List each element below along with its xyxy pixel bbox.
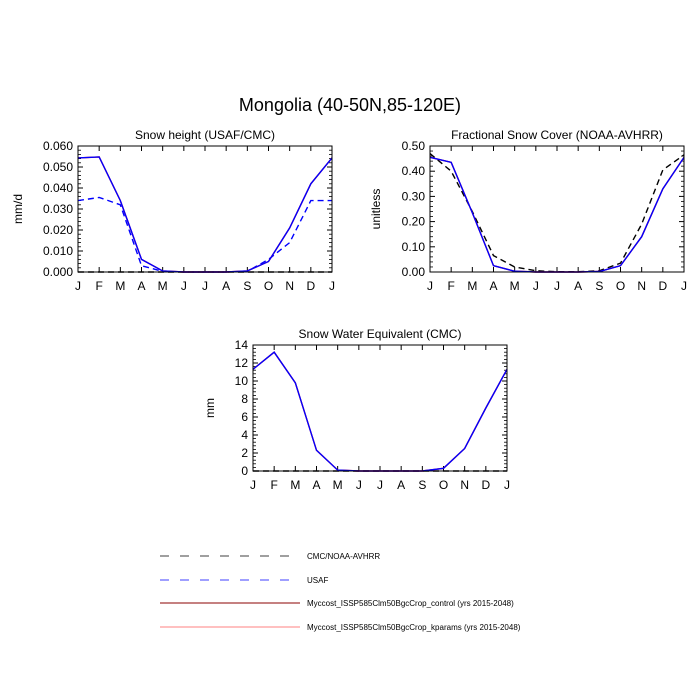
x-tick-label: A (574, 279, 582, 293)
y-axis-label: mm/d (11, 194, 25, 224)
series-line (429, 156, 685, 273)
y-tick-label: 0.00 (402, 265, 426, 279)
x-tick-label: J (329, 279, 335, 293)
y-tick-label: 0.040 (43, 181, 73, 195)
x-tick-label: O (616, 279, 625, 293)
legend-label: CMC/NOAA-AVHRR (307, 552, 380, 561)
x-tick-label: A (222, 279, 230, 293)
x-tick-label: M (290, 478, 300, 492)
y-tick-label: 0.20 (402, 215, 426, 229)
x-tick-label: F (447, 279, 454, 293)
chart-fractional-snow-cover: Fractional Snow Cover (NOAA-AVHRR) unitle… (369, 128, 687, 293)
x-tick-label: N (460, 478, 469, 492)
plot-frame (429, 145, 685, 273)
legend-label: Myccost_ISSP585Clm50BgcCrop_control (yrs… (307, 599, 514, 608)
y-tick-label: 0.020 (43, 223, 73, 237)
y-tick-label: 0.50 (402, 139, 426, 153)
legend: CMC/NOAA-AVHRR USAF Myccost_ISSP585Clm50Bg… (160, 552, 521, 632)
y-axis-label: mm (203, 398, 217, 418)
x-tick-label: J (427, 279, 433, 293)
chart-title: Snow Water Equivalent (CMC) (299, 327, 462, 341)
series-line (252, 351, 508, 472)
x-tick-label: A (397, 478, 405, 492)
y-tick-label: 0.050 (43, 160, 73, 174)
chart-title: Snow height (USAF/CMC) (135, 128, 275, 142)
series-line (77, 196, 332, 273)
y-tick-label: 6 (241, 410, 248, 424)
y-axis-label: unitless (369, 189, 383, 230)
x-tick-label: J (533, 279, 539, 293)
x-tick-label: O (439, 478, 448, 492)
legend-label: USAF (307, 576, 328, 585)
x-tick-label: F (95, 279, 102, 293)
y-tick-label: 2 (241, 446, 248, 460)
y-tick-label: 0.000 (43, 265, 73, 279)
x-tick-label: M (158, 279, 168, 293)
x-tick-label: J (681, 279, 687, 293)
series-line (429, 153, 685, 273)
x-tick-label: O (264, 279, 273, 293)
x-tick-label: J (75, 279, 81, 293)
y-tick-label: 0.030 (43, 202, 73, 216)
y-tick-label: 8 (241, 392, 248, 406)
plot-frame (77, 145, 333, 273)
x-tick-label: J (181, 279, 187, 293)
series-line (252, 351, 508, 472)
series-line (77, 156, 333, 273)
x-tick-label: M (333, 478, 343, 492)
x-tick-label: D (658, 279, 667, 293)
legend-label: Myccost_ISSP585Clm50BgcCrop_kparams (yrs… (307, 623, 521, 632)
figure-title: Mongolia (40-50N,85-120E) (239, 95, 461, 115)
series-line (77, 156, 333, 273)
x-tick-label: A (489, 279, 497, 293)
x-tick-label: M (467, 279, 477, 293)
x-tick-label: A (137, 279, 145, 293)
x-tick-label: N (637, 279, 646, 293)
x-tick-label: M (115, 279, 125, 293)
series-line (429, 156, 685, 273)
x-tick-label: S (243, 279, 251, 293)
y-tick-label: 0.10 (402, 240, 426, 254)
x-tick-label: J (504, 478, 510, 492)
x-tick-label: S (595, 279, 603, 293)
x-tick-label: M (510, 279, 520, 293)
x-tick-label: N (285, 279, 294, 293)
chart-snow-water-equivalent: Snow Water Equivalent (CMC) mm 0 2 4 6 8 10 12 14… (203, 327, 510, 492)
x-tick-label: D (481, 478, 490, 492)
x-tick-label: F (270, 478, 277, 492)
chart-snow-height: Snow height (USAF/CMC) mm/d 0.000 0.010 0.02… (11, 128, 335, 293)
y-tick-label: 12 (235, 356, 249, 370)
y-tick-label: 0.010 (43, 244, 73, 258)
y-tick-label: 4 (241, 428, 248, 442)
x-tick-label: A (312, 478, 320, 492)
y-tick-label: 10 (235, 374, 249, 388)
plot-frame (252, 344, 508, 472)
y-tick-label: 0 (241, 464, 248, 478)
x-tick-label: J (356, 478, 362, 492)
y-tick-label: 0.40 (402, 164, 426, 178)
x-tick-label: J (377, 478, 383, 492)
x-tick-label: J (554, 279, 560, 293)
x-tick-label: S (418, 478, 426, 492)
y-tick-label: 14 (235, 338, 249, 352)
x-tick-label: J (202, 279, 208, 293)
y-tick-label: 0.30 (402, 189, 426, 203)
x-tick-label: D (306, 279, 315, 293)
x-tick-label: J (250, 478, 256, 492)
chart-title: Fractional Snow Cover (NOAA-AVHRR) (451, 128, 663, 142)
y-tick-label: 0.060 (43, 139, 73, 153)
